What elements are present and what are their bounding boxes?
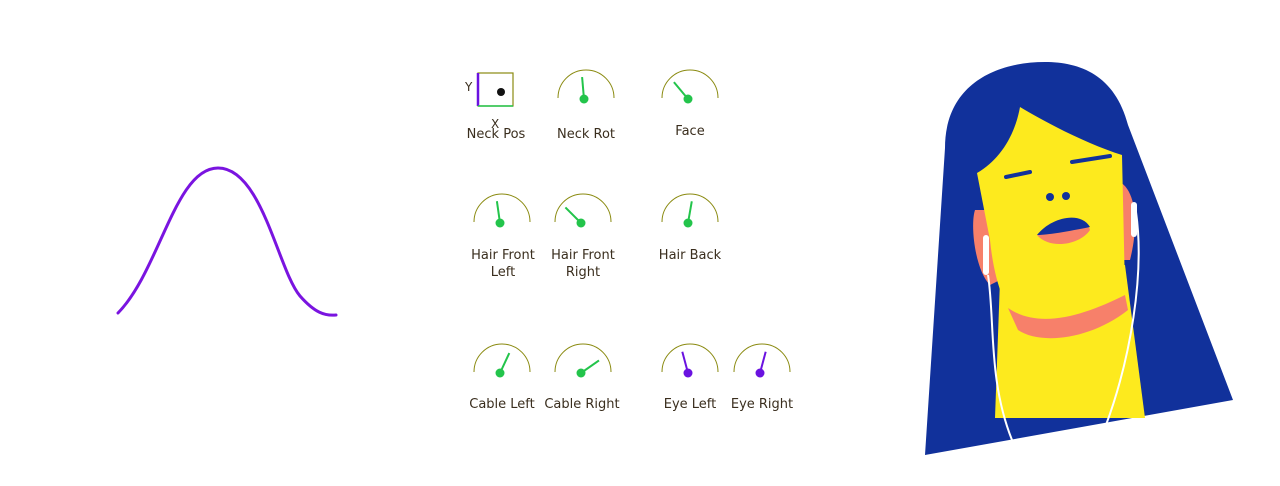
cable-left-dial[interactable]: [472, 341, 536, 385]
hair-front-left-arc: [473, 193, 531, 223]
eye-left-dial[interactable]: [660, 341, 724, 385]
hair-back-gauge-svg[interactable]: [660, 191, 724, 231]
hair-front-left-label: Hair Front Left: [471, 248, 535, 280]
hair-front-left-gauge-svg[interactable]: [472, 191, 536, 231]
cable-right-arc: [554, 343, 612, 373]
neck-pos-pad[interactable]: [460, 65, 550, 125]
neck-rot-dial[interactable]: [556, 67, 620, 111]
hair-front-right-arc: [554, 193, 612, 223]
eye-left-gauge-svg[interactable]: [660, 341, 724, 381]
sine-wave-graph: [116, 166, 338, 317]
cable-left-gauge-svg[interactable]: [472, 341, 536, 381]
cable-right-gauge-svg[interactable]: [553, 341, 617, 381]
cable-right-label: Cable Right: [544, 397, 620, 412]
eye-left-label: Eye Left: [663, 397, 717, 412]
cable-left-arc: [473, 343, 531, 373]
eyebrow-left: [1004, 170, 1032, 179]
eyebrow-right: [1070, 154, 1112, 164]
nostril-right: [1062, 192, 1070, 200]
hair-front-right-gauge-svg[interactable]: [553, 191, 617, 231]
hair-front-left-dial[interactable]: [472, 191, 536, 235]
neck-rot-label: Neck Rot: [556, 127, 616, 142]
neck-rot-arc: [557, 69, 615, 99]
eye-right-dial[interactable]: [732, 341, 796, 385]
face-arc: [661, 69, 719, 99]
face-label: Face: [675, 124, 705, 139]
hair-front-right-dial[interactable]: [553, 191, 617, 235]
hair-back-pivot: [683, 218, 693, 228]
face-dial[interactable]: [660, 67, 724, 111]
hair-front-right-label: Hair Front Right: [551, 248, 615, 280]
neck-pos-handle: [497, 88, 505, 96]
eye-right-pivot: [755, 368, 765, 378]
neck-pos-control[interactable]: Y X: [460, 65, 550, 145]
chin-shadow: [1008, 295, 1128, 339]
cable-left-label: Cable Left: [469, 397, 535, 412]
earbud-right: [1131, 202, 1137, 237]
eye-right-label: Eye Right: [730, 397, 794, 412]
face: [977, 107, 1125, 325]
neck-pos-label: Neck Pos: [466, 127, 526, 142]
eye-left-pivot: [683, 368, 693, 378]
earbud-left: [983, 235, 989, 275]
cable-left-pivot: [495, 368, 505, 378]
face-pivot: [683, 94, 693, 104]
face-gauge-svg[interactable]: [660, 67, 724, 107]
hair-back-arc: [661, 193, 719, 223]
neck-rot-pivot: [579, 94, 589, 104]
neck-pos-x-axis-label: X: [491, 117, 500, 131]
character-illustration: [925, 62, 1233, 455]
hair-front-left-pivot: [495, 218, 505, 228]
earphone-cable-left: [987, 274, 1013, 441]
hair-back-dial[interactable]: [660, 191, 724, 235]
sine-curve: [116, 166, 338, 317]
hair-front-right-pivot: [576, 218, 586, 228]
cable-right-dial[interactable]: [553, 341, 617, 385]
eye-right-arc: [733, 343, 791, 373]
cable-right-pivot: [576, 368, 586, 378]
nostril-left: [1046, 193, 1054, 201]
eye-left-arc: [661, 343, 719, 373]
upper-lip: [1037, 217, 1090, 235]
controls-panel: Y X Neck Pos Neck Rot Face Hair Front Le…: [440, 55, 820, 435]
neck-pos-y-axis-label: Y: [465, 80, 473, 94]
neck-rot-gauge-svg[interactable]: [556, 67, 620, 107]
eye-right-gauge-svg[interactable]: [732, 341, 796, 381]
earphone-cable-right: [1105, 211, 1140, 426]
hair-back-label: Hair Back: [658, 248, 722, 263]
